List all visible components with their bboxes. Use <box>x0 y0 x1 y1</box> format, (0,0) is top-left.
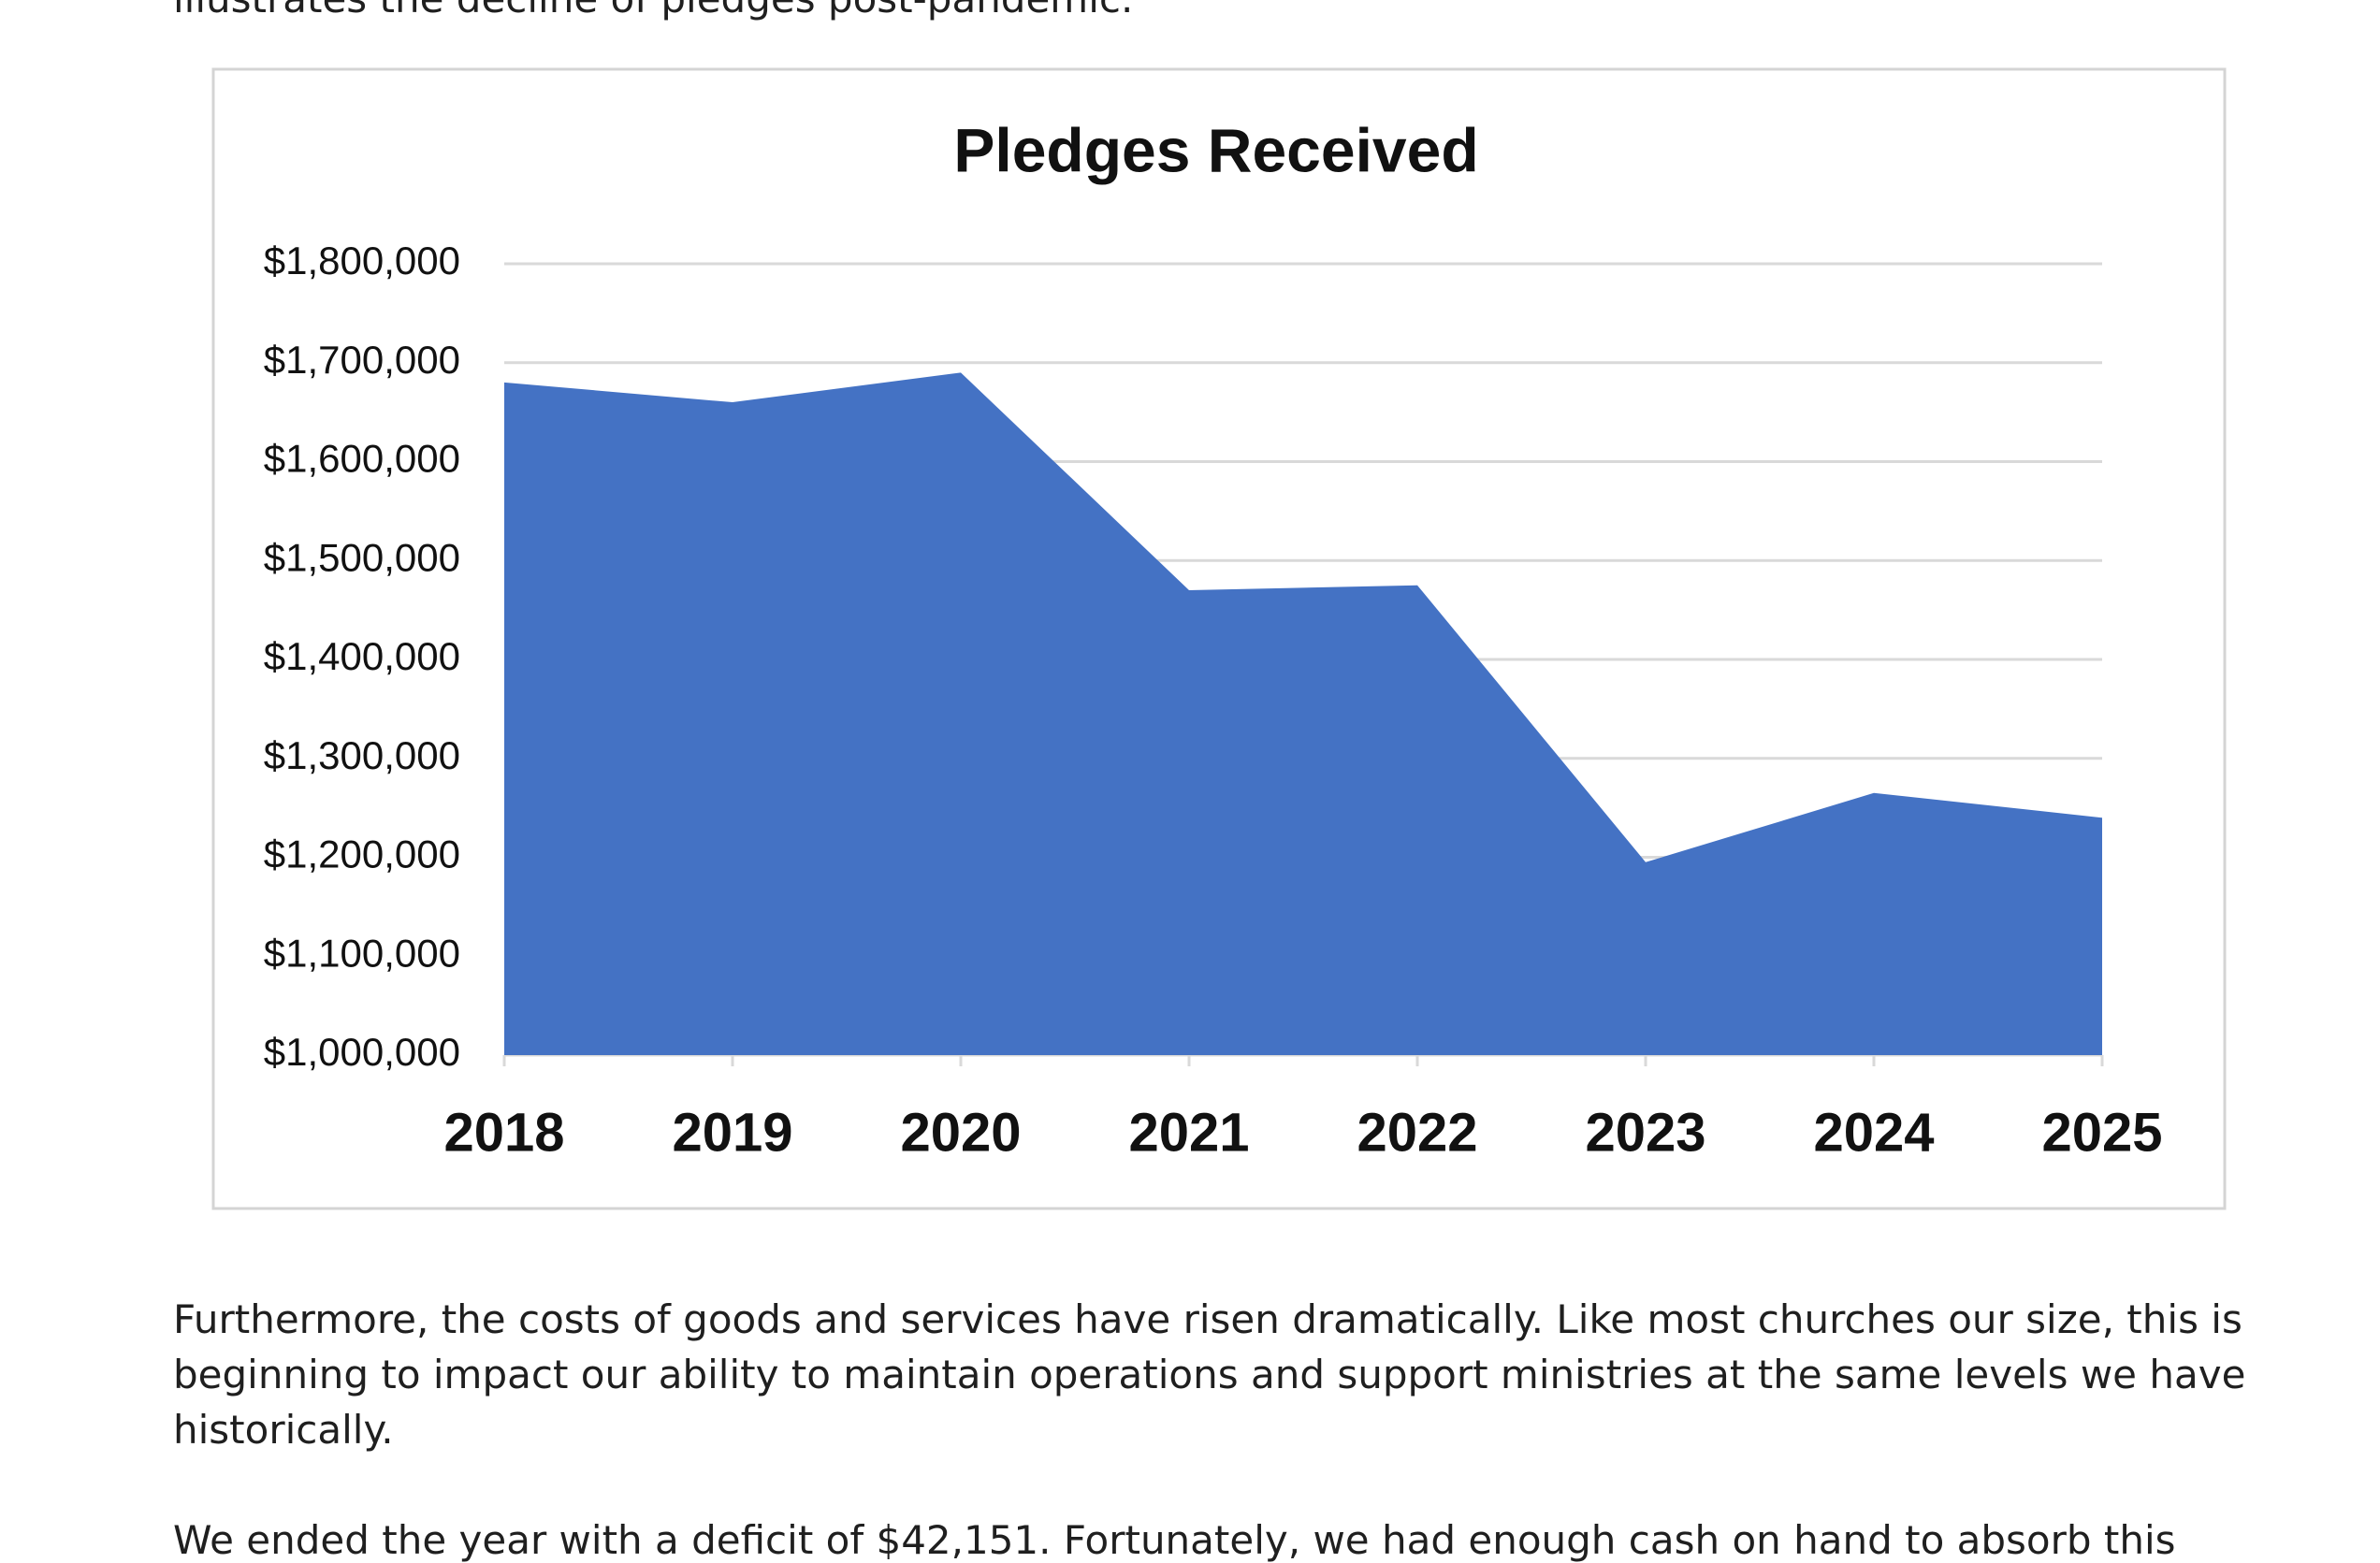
x-tick-label: 2022 <box>1357 1102 1477 1163</box>
x-tick-label: 2020 <box>900 1102 1021 1163</box>
x-tick-label: 2021 <box>1128 1102 1249 1163</box>
y-tick-label: $1,300,000 <box>264 733 460 777</box>
y-tick-label: $1,600,000 <box>264 437 460 481</box>
y-tick-label: $1,500,000 <box>264 535 460 579</box>
x-tick-label: 2019 <box>672 1102 792 1163</box>
body-text: illustrates the decline of pledges post-… <box>173 0 1133 19</box>
x-tick-label: 2023 <box>1585 1102 1705 1163</box>
y-tick-label: $1,100,000 <box>264 931 460 975</box>
y-tick-label: $1,200,000 <box>264 832 460 876</box>
body-text: We ended the year with a deficit of $42,… <box>173 1517 2176 1563</box>
chart-title: Pledges Received <box>953 115 1478 184</box>
area <box>504 372 2102 1055</box>
x-tick-label: 2018 <box>443 1102 564 1163</box>
body-text: historically. <box>173 1407 394 1453</box>
body-text: Furthermore, the costs of goods and serv… <box>173 1296 2242 1342</box>
y-tick-label: $1,800,000 <box>264 239 460 282</box>
y-tick-label: $1,000,000 <box>264 1030 460 1074</box>
body-text: beginning to impact our ability to maint… <box>173 1352 2246 1397</box>
y-tick-label: $1,700,000 <box>264 338 460 382</box>
y-tick-label: $1,400,000 <box>264 634 460 678</box>
x-tick-label: 2024 <box>1813 1102 1934 1163</box>
x-tick-label: 2025 <box>2041 1102 2162 1163</box>
